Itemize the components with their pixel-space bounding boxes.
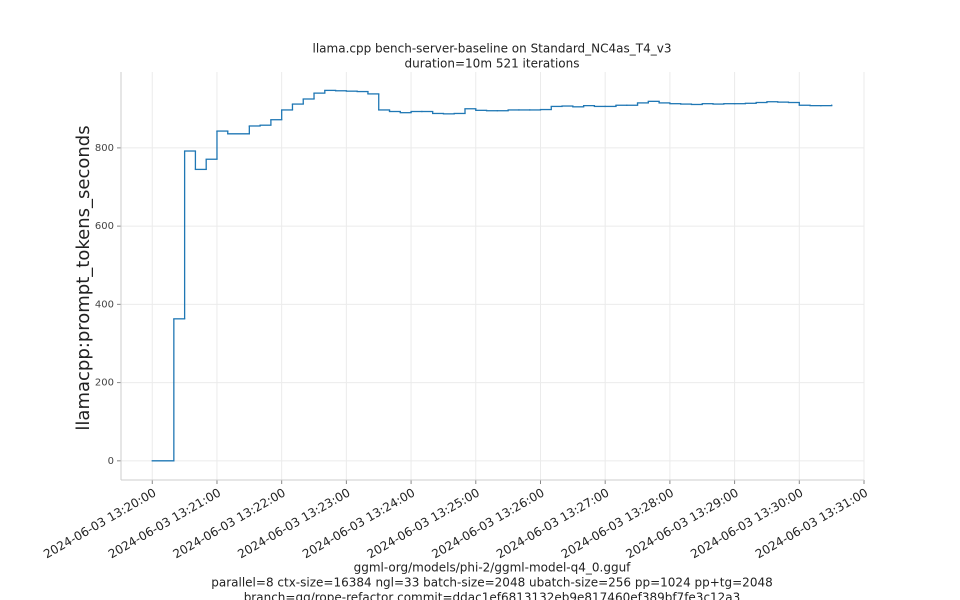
- x-tick-label: 2024-06-03 13:29:00: [623, 486, 740, 562]
- y-tick-label: 800: [95, 143, 114, 154]
- x-tick-label: 2024-06-03 13:31:00: [753, 486, 870, 562]
- x-tick-label: 2024-06-03 13:28:00: [559, 486, 676, 562]
- y-tick-label: 400: [95, 299, 114, 310]
- chart-title: llama.cpp bench-server-baseline on Stand…: [313, 42, 672, 56]
- x-axis-label: parallel=8 ctx-size=16384 ngl=33 batch-s…: [211, 576, 772, 590]
- x-tick-label: 2024-06-03 13:30:00: [688, 486, 805, 562]
- y-axis-label: llamacpp:prompt_tokens_seconds: [73, 125, 94, 430]
- chart-subtitle: duration=10m 521 iterations: [405, 57, 580, 71]
- x-tick-label: 2024-06-03 13:21:00: [106, 486, 223, 562]
- y-tick-label: 0: [108, 456, 114, 467]
- y-tick-label: 200: [95, 378, 114, 389]
- x-tick-label: 2024-06-03 13:25:00: [365, 486, 482, 562]
- x-tick-label: 2024-06-03 13:24:00: [300, 486, 417, 562]
- x-tick-label: 2024-06-03 13:27:00: [494, 486, 611, 562]
- y-tick-label: 600: [95, 221, 114, 232]
- x-tick-label: 2024-06-03 13:22:00: [171, 486, 288, 562]
- x-tick-label: 2024-06-03 13:26:00: [429, 486, 546, 562]
- x-tick-label: 2024-06-03 13:20:00: [41, 486, 158, 562]
- x-axis-label: branch=gg/rope-refactor commit=ddac1ef68…: [244, 591, 741, 600]
- x-axis-label: ggml-org/models/phi-2/ggml-model-q4_0.gg…: [354, 561, 632, 575]
- x-tick-label: 2024-06-03 13:23:00: [235, 486, 352, 562]
